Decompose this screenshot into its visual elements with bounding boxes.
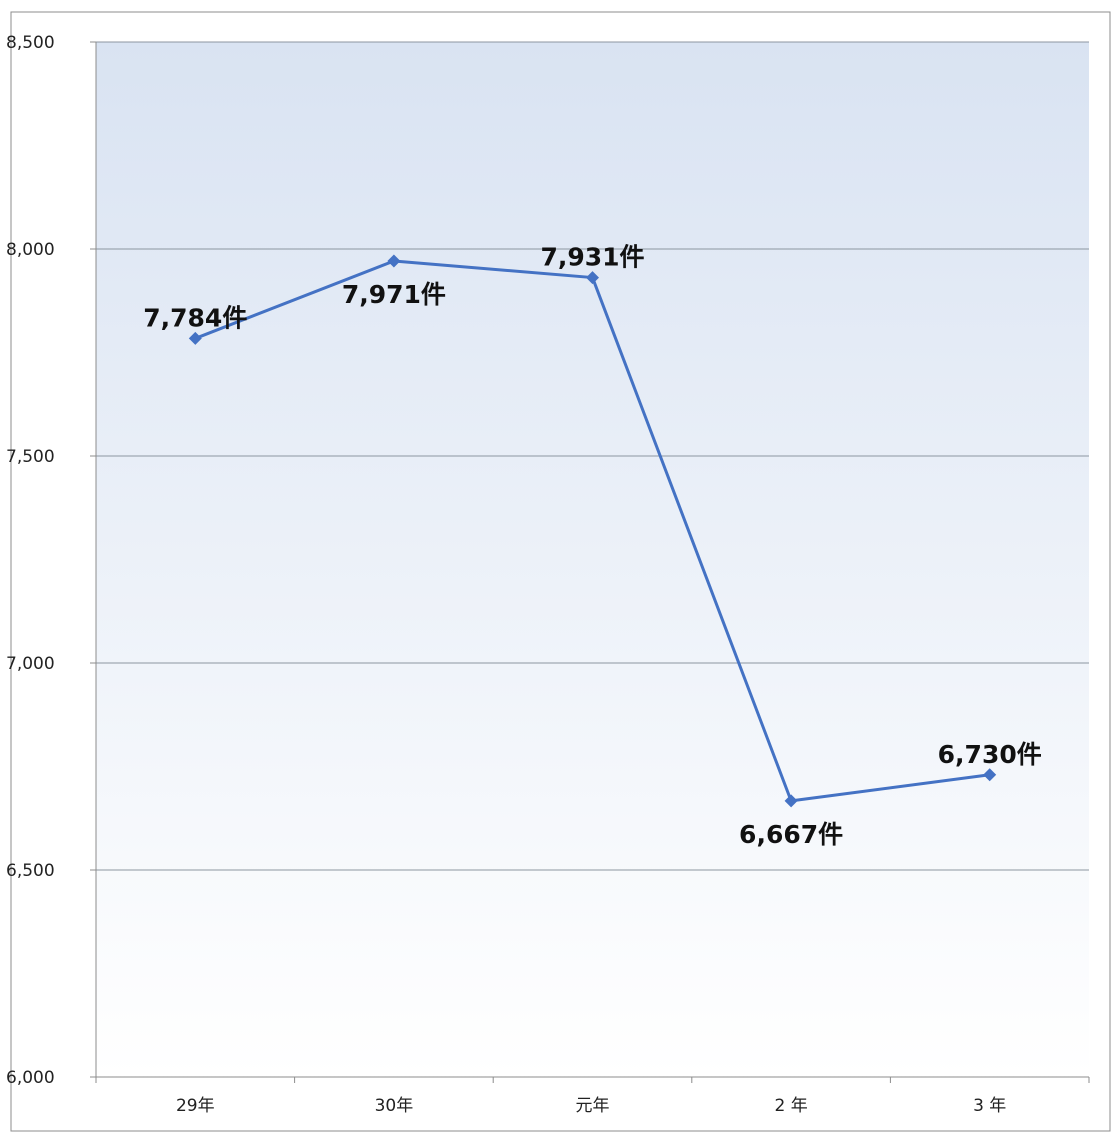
data-point-marker (387, 254, 401, 268)
y-tick-label: 8,500 (6, 33, 55, 53)
data-point-marker (784, 794, 798, 808)
y-tick-labels: 6,000 6,500 7,000 7,500 8,000 8,500 (6, 33, 55, 1088)
data-label: 7,784件 (143, 303, 247, 332)
data-label: 6,730件 (938, 740, 1042, 769)
data-point-marker (188, 331, 202, 345)
y-tick-label: 8,000 (6, 240, 55, 260)
y-tick-label: 7,000 (6, 654, 55, 674)
y-tick-label: 6,000 (6, 1068, 55, 1088)
x-tick-label: 3 年 (973, 1096, 1006, 1116)
x-tick-label: 29年 (176, 1096, 215, 1116)
data-point-marker (586, 271, 599, 285)
data-label: 6,667件 (739, 820, 843, 849)
x-tick-label: 元年 (576, 1096, 610, 1116)
y-tick-label: 7,500 (6, 447, 55, 467)
plot-area (96, 42, 1089, 1077)
series-layer (188, 254, 997, 808)
data-labels: 7,784件 7,971件 7,931件 6,667件 6,730件 (143, 243, 1041, 849)
axes (90, 41, 1090, 1083)
y-tick-label: 6,500 (6, 861, 55, 881)
data-label: 7,931件 (540, 243, 644, 272)
x-tick-label: 2 年 (774, 1096, 807, 1116)
x-tick-label: 30年 (375, 1096, 414, 1116)
x-tick-labels: 29年 30年 元年 2 年 3 年 (176, 1096, 1006, 1116)
gridlines (96, 41, 1089, 871)
data-label: 7,971件 (342, 280, 446, 309)
data-point-marker (983, 768, 997, 782)
